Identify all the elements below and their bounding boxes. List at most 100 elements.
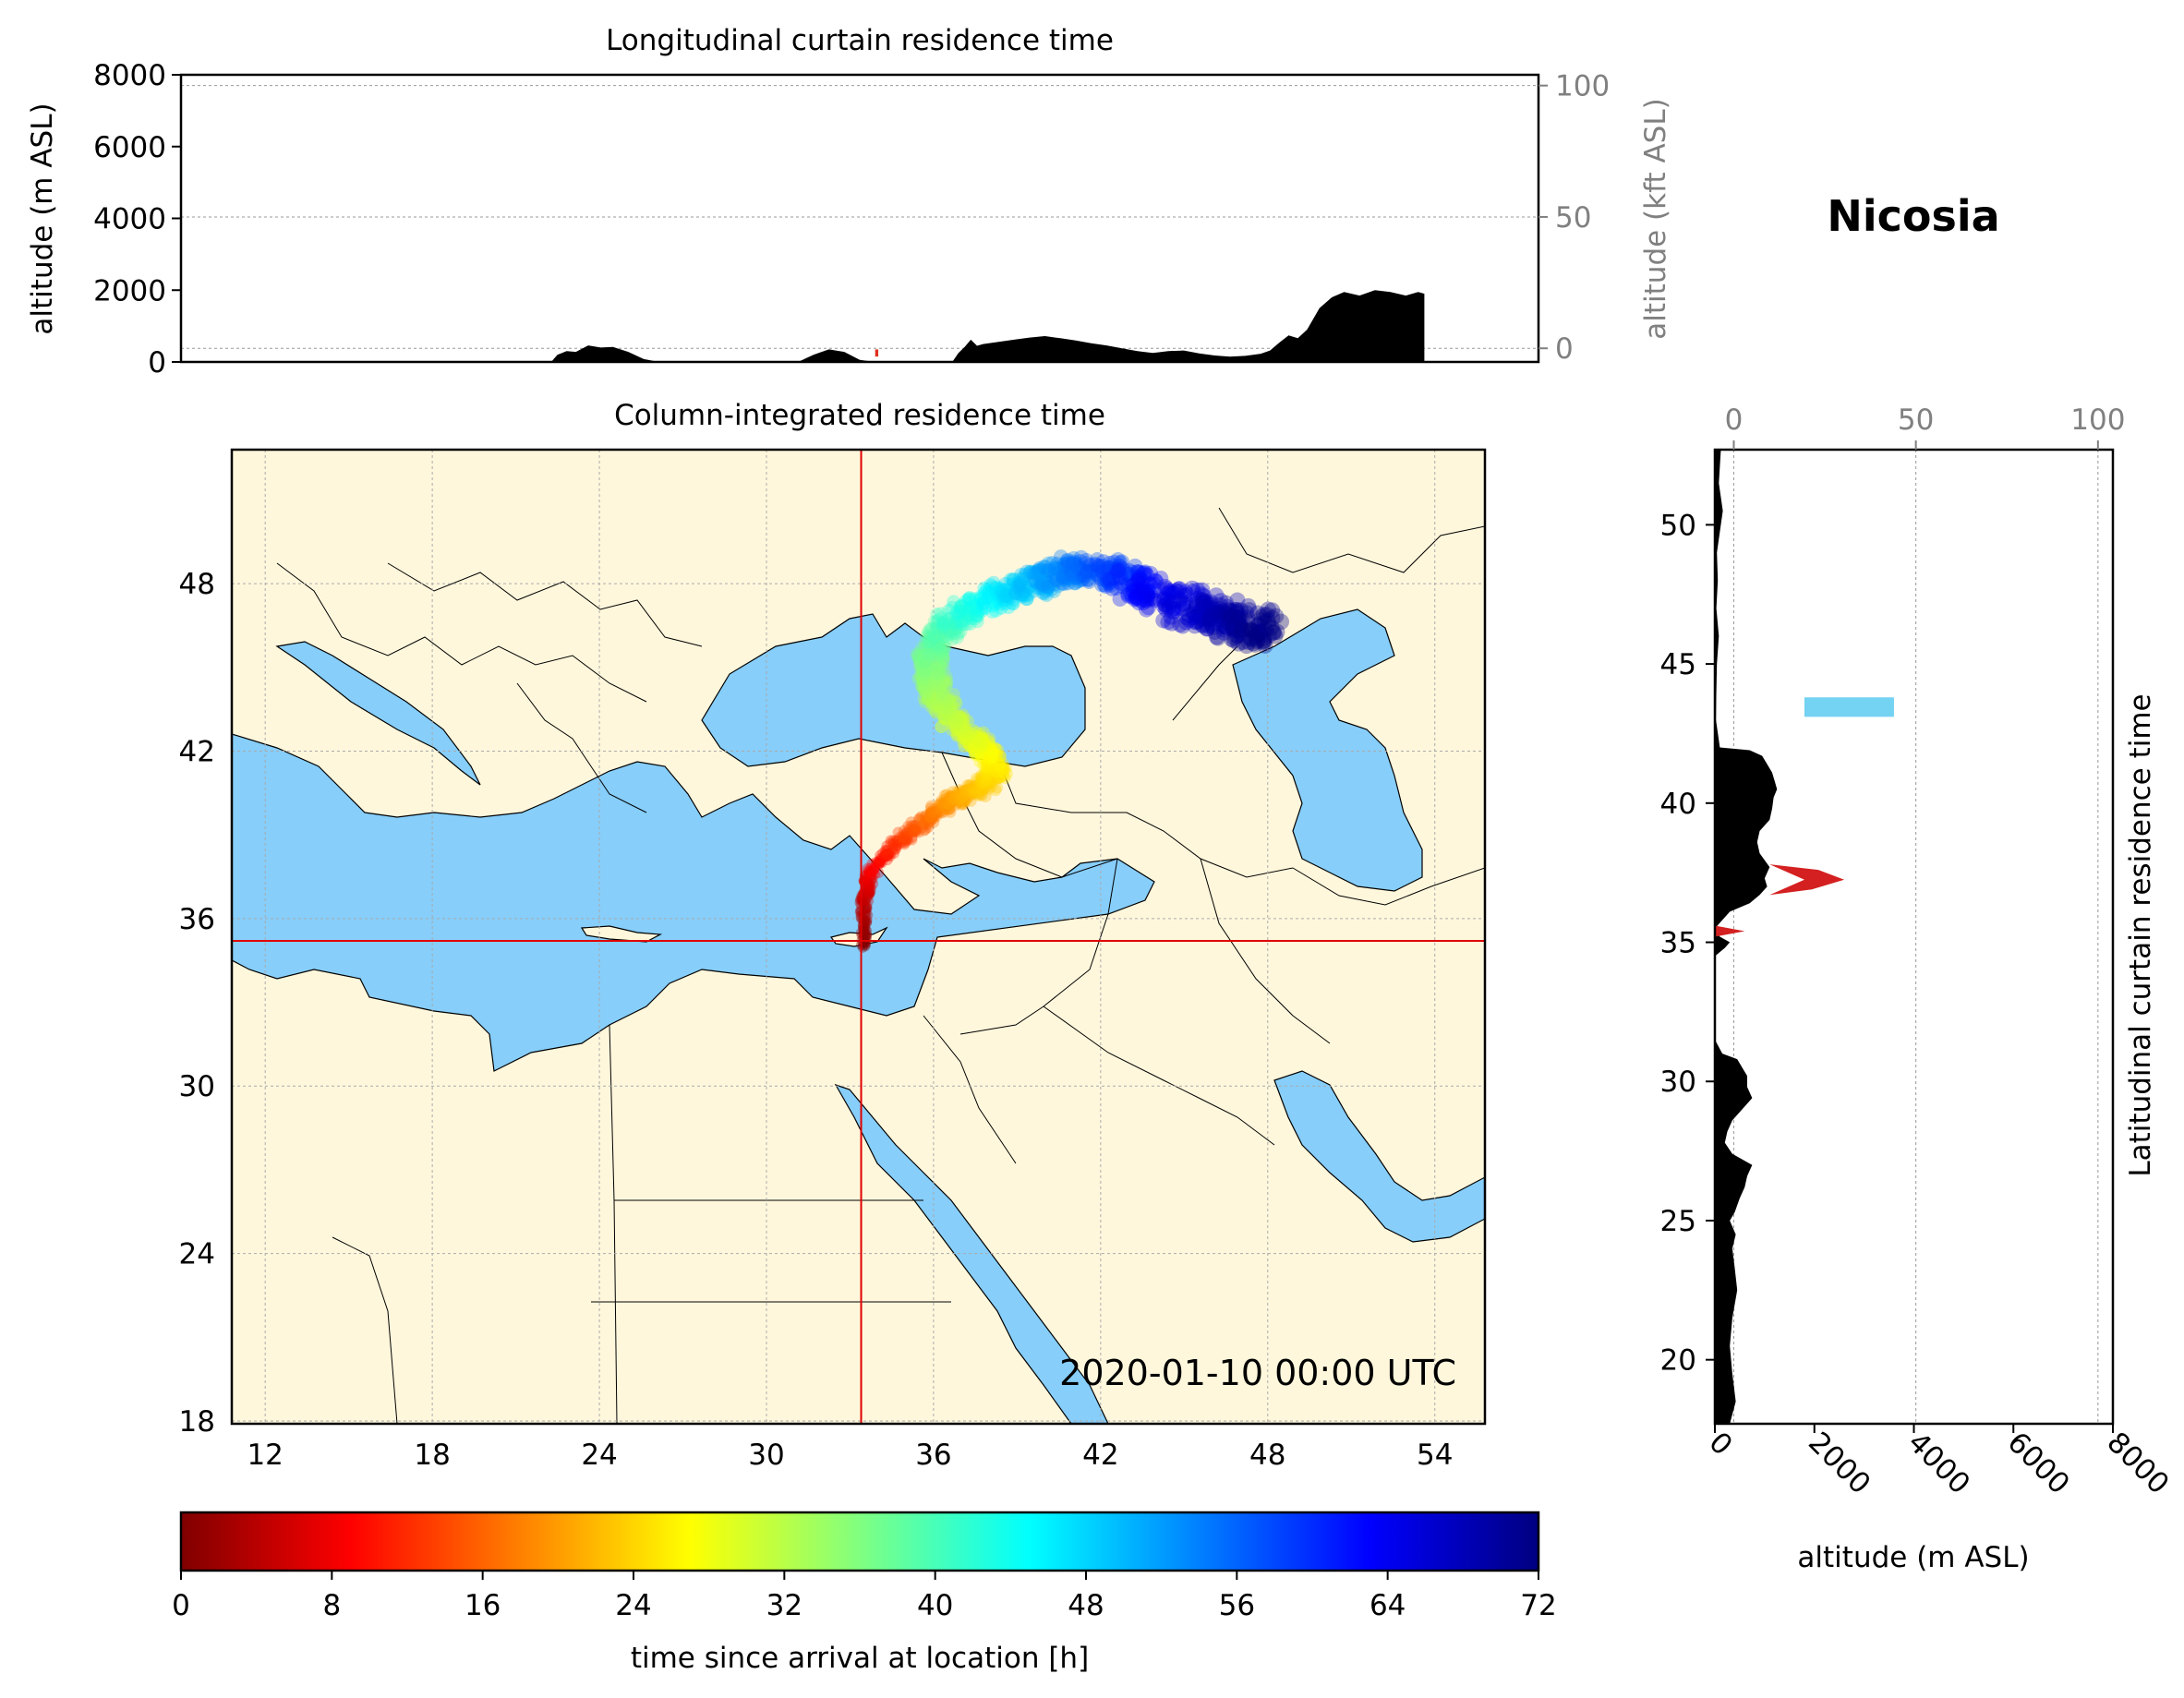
trajectory-point [1175,618,1191,634]
trajectory-point [859,896,871,907]
trajectory-point [1032,581,1046,596]
trajectory-point [924,806,936,819]
ytick-label: 8000 [93,59,166,92]
trajectory-point [916,649,931,664]
trajectory-point [924,640,938,654]
trajectory-point [941,801,953,813]
trajectory-point [957,789,969,801]
trajectory-point [1218,620,1235,636]
trajectory-point [1201,608,1218,624]
trajectory-point [1099,561,1115,577]
trajectory-point [971,597,985,612]
trajectory-point [864,867,876,879]
trajectory-point [942,616,956,631]
trajectory-point [983,587,998,602]
trajectory-point [1198,595,1214,610]
trajectory-point [1082,558,1098,573]
trajectory-point [912,659,926,673]
trajectory-point [954,598,969,612]
trajectory-point [854,907,865,918]
trajectory-point [919,824,932,836]
trajectory-point [954,716,968,729]
trajectory-point [1189,590,1206,607]
trajectory-point [930,804,942,817]
trajectory-point [945,708,959,722]
trajectory-point [1197,598,1213,615]
trajectory-point [1012,577,1028,593]
trajectory-point [909,824,921,837]
trajectory-point [931,613,945,628]
trajectory-point [1257,621,1274,638]
trajectory-point [1178,614,1195,631]
trajectory-point [1227,601,1244,619]
trajectory-point [953,604,968,618]
trajectory-point [945,632,959,646]
trajectory-point [961,791,974,804]
trajectory-point [937,689,951,703]
trajectory-point [919,817,931,829]
trajectory-point [953,789,966,802]
trajectory-point [1215,610,1232,627]
trajectory-point [935,697,949,710]
trajectory-point [1128,583,1143,598]
trajectory-point [985,587,1000,602]
trajectory-point [936,677,950,691]
trajectory-point [972,742,986,756]
trajectory-point [943,692,957,705]
map-gridlines [232,450,1485,1424]
trajectory-point [1170,584,1187,600]
trajectory-point [974,783,987,796]
trajectory-point [1213,604,1229,620]
trajectory-point [1021,579,1036,595]
trajectory-point [863,881,875,893]
trajectory-point [963,617,977,631]
trajectory-point [1099,569,1115,585]
trajectory-point [952,715,965,729]
trajectory-point [991,743,1005,756]
trajectory-point [971,782,983,795]
trajectory-point [1054,561,1069,577]
trajectory-point [1056,576,1072,592]
trajectory-point [1208,587,1225,604]
trajectory-point [1128,576,1144,592]
trajectory-point [1098,578,1114,595]
trajectory-point [1201,608,1217,625]
trajectory-point [982,755,995,769]
trajectory-point [968,734,981,748]
trajectory-point [1033,578,1049,593]
trajectory-point [1196,587,1212,604]
trajectory-point [1247,623,1264,640]
trajectory-point [860,932,870,943]
trajectory-point [936,624,951,638]
trajectory-point [860,879,872,890]
ytick-label: 42 [179,735,215,768]
trajectory-point [885,835,897,847]
trajectory-point [888,848,899,860]
trajectory-point [950,723,963,737]
trajectory-point [1162,594,1178,610]
trajectory-point [1088,566,1104,582]
trajectory-point [1226,630,1243,646]
trajectory-point [873,859,885,871]
trajectory-point [1006,572,1020,587]
trajectory-point [937,661,951,675]
trajectory-point [918,825,930,837]
trajectory-point [1056,562,1071,578]
trajectory-point [1072,554,1088,570]
trajectory-point [967,783,980,796]
trajectory-point [929,805,942,818]
trajectory-point [982,585,996,600]
trajectory-point [1000,767,1013,780]
trajectory-point [955,711,968,724]
trajectory-point [1186,606,1202,622]
trajectory-point [947,792,960,805]
trajectory-point [970,731,983,744]
trajectory-point [1060,552,1076,568]
trajectory-point [1059,572,1074,588]
trajectory-point [994,770,1007,783]
trajectory-point [940,708,953,722]
trajectory-point [950,620,965,635]
trajectory-point [905,816,917,828]
trajectory-point [917,656,932,670]
trajectory-point [898,832,910,845]
